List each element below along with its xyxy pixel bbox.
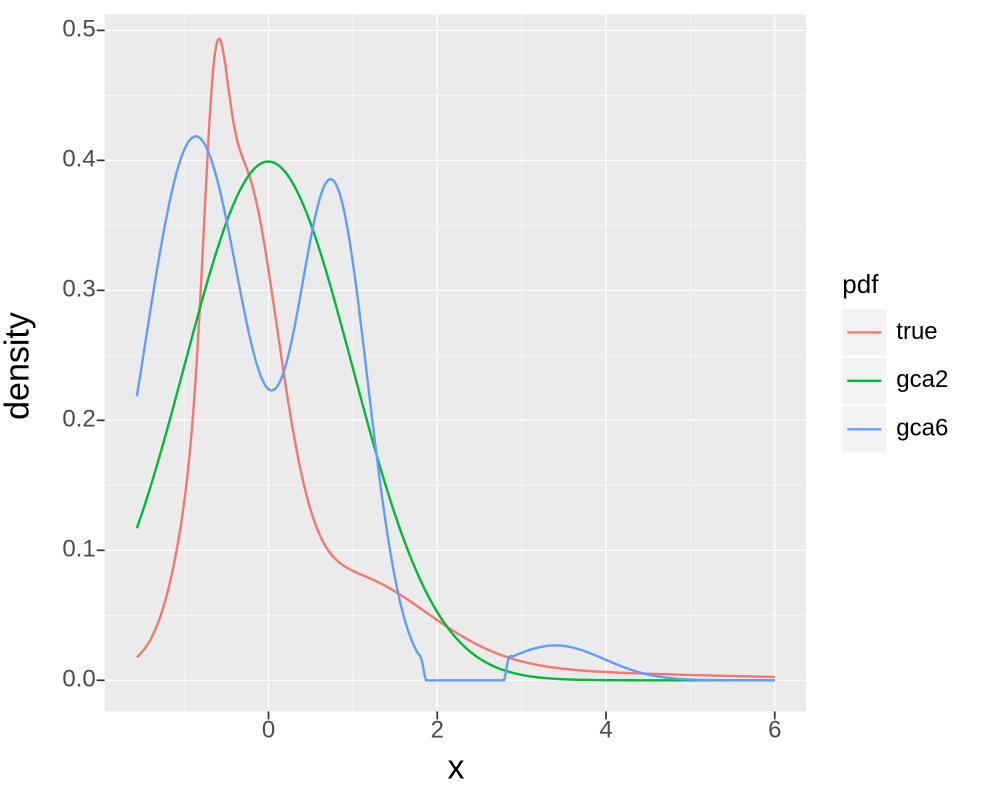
svg-text:0.4: 0.4 [62,146,95,173]
svg-text:0.2: 0.2 [62,406,95,433]
svg-text:2: 2 [431,716,444,743]
svg-text:true: true [896,318,937,345]
svg-text:pdf: pdf [842,269,879,299]
svg-text:0.1: 0.1 [62,536,95,563]
svg-text:0.5: 0.5 [62,16,95,43]
svg-text:0.0: 0.0 [62,666,95,693]
svg-text:4: 4 [599,716,612,743]
svg-text:gca6: gca6 [896,415,948,442]
svg-text:6: 6 [768,716,781,743]
svg-text:0.3: 0.3 [62,276,95,303]
svg-text:0: 0 [262,716,275,743]
svg-text:gca2: gca2 [896,366,948,393]
